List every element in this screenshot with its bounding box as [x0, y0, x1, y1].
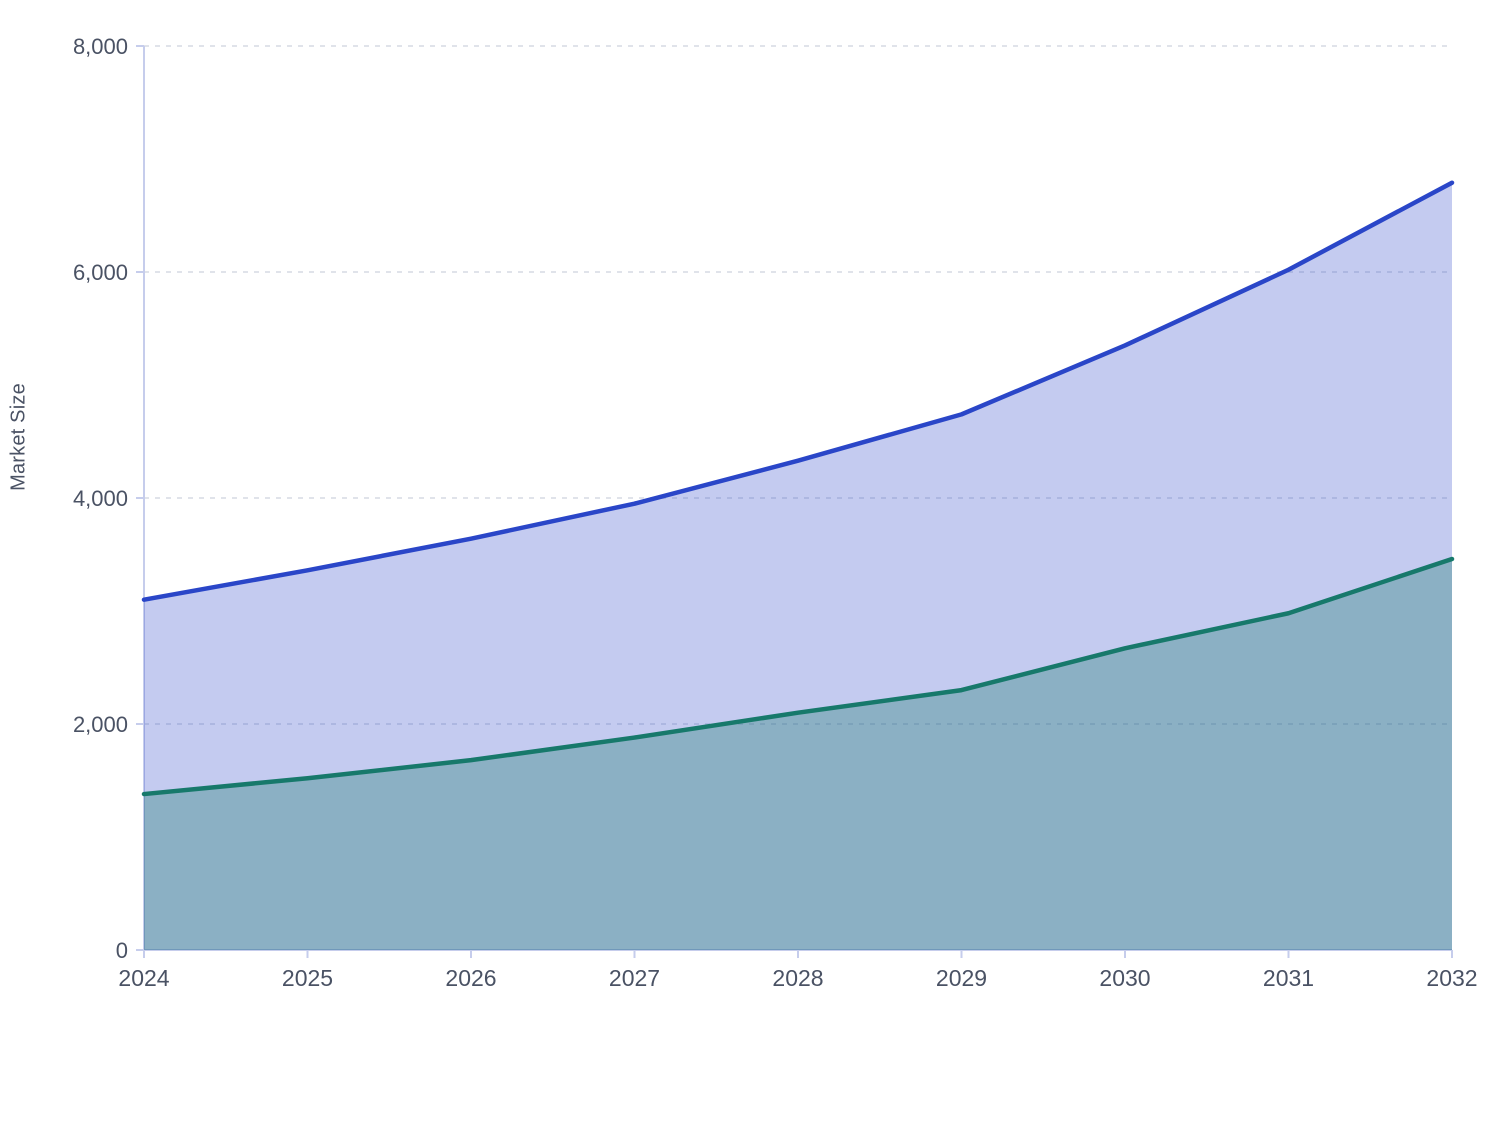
- y-axis-title: Market Size: [7, 383, 30, 491]
- y-tick-label: 2,000: [73, 712, 128, 737]
- y-tick-label: 0: [116, 938, 128, 963]
- area-series-2: [144, 559, 1452, 950]
- x-tick-label: 2030: [1099, 965, 1150, 991]
- x-tick-label: 2032: [1426, 965, 1477, 991]
- y-tick-label: 8,000: [73, 34, 128, 59]
- x-tick-label: 2026: [445, 965, 496, 991]
- y-tick-label: 4,000: [73, 486, 128, 511]
- x-tick-label: 2029: [936, 965, 987, 991]
- x-tick-label: 2024: [118, 965, 169, 991]
- x-tick-label: 2031: [1263, 965, 1314, 991]
- x-tick-label: 2028: [772, 965, 823, 991]
- line-series-2: [141, 556, 1455, 797]
- x-tick-label: 2025: [282, 965, 333, 991]
- y-tick-label: 6,000: [73, 260, 128, 285]
- line-series-1: [141, 180, 1455, 602]
- x-tick-label: 2027: [609, 965, 660, 991]
